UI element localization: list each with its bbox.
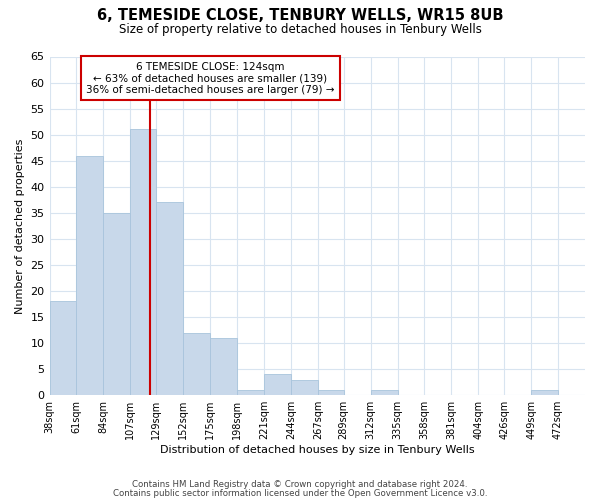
X-axis label: Distribution of detached houses by size in Tenbury Wells: Distribution of detached houses by size …: [160, 445, 475, 455]
Bar: [531, 390, 558, 395]
Bar: [291, 380, 318, 395]
Text: Contains HM Land Registry data © Crown copyright and database right 2024.: Contains HM Land Registry data © Crown c…: [132, 480, 468, 489]
Y-axis label: Number of detached properties: Number of detached properties: [15, 138, 25, 314]
Text: 6, TEMESIDE CLOSE, TENBURY WELLS, WR15 8UB: 6, TEMESIDE CLOSE, TENBURY WELLS, WR15 8…: [97, 8, 503, 22]
Bar: [237, 390, 264, 395]
Text: Contains public sector information licensed under the Open Government Licence v3: Contains public sector information licen…: [113, 488, 487, 498]
Bar: [264, 374, 291, 395]
Bar: [183, 332, 210, 395]
Text: Size of property relative to detached houses in Tenbury Wells: Size of property relative to detached ho…: [119, 22, 481, 36]
Bar: [76, 156, 103, 395]
Bar: [50, 302, 76, 395]
Bar: [156, 202, 183, 395]
Bar: [103, 213, 130, 395]
Bar: [210, 338, 237, 395]
Bar: [130, 130, 156, 395]
Bar: [318, 390, 344, 395]
Bar: [371, 390, 398, 395]
Text: 6 TEMESIDE CLOSE: 124sqm
← 63% of detached houses are smaller (139)
36% of semi-: 6 TEMESIDE CLOSE: 124sqm ← 63% of detach…: [86, 62, 334, 95]
